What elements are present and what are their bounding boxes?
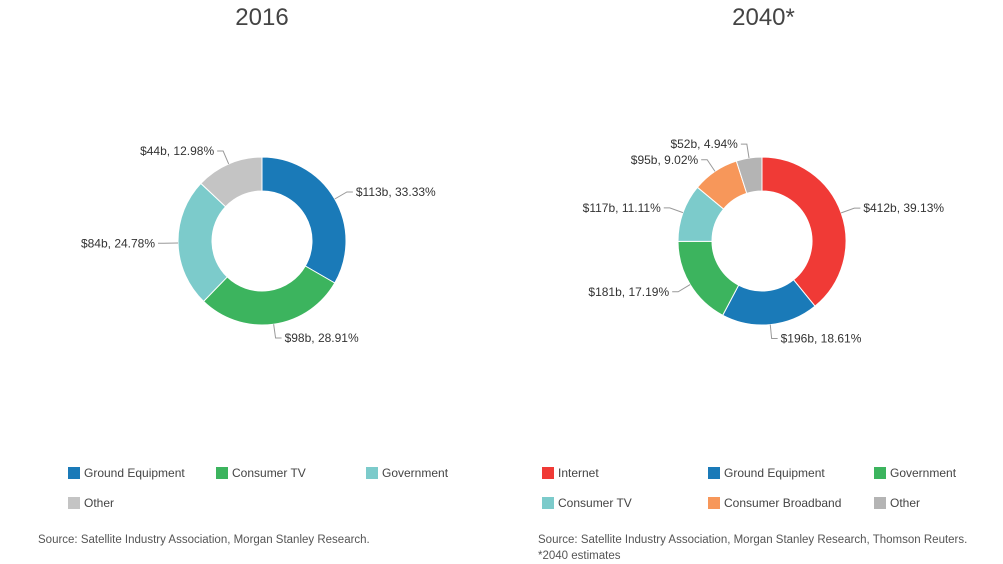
- legend-swatch: [366, 467, 378, 479]
- data-label: $181b, 17.19%: [588, 285, 669, 299]
- legend-item-other[interactable]: Other: [874, 495, 920, 511]
- leader-line: [274, 324, 282, 338]
- legend-label: Other: [84, 496, 114, 510]
- legend-swatch: [542, 497, 554, 509]
- donut-chart-2016: $113b, 33.33% $98b, 28.91% $84b, 24.78% $44…: [0, 0, 500, 460]
- legend-item-ground-equipment[interactable]: Ground Equipment: [68, 465, 185, 481]
- legend-swatch: [874, 467, 886, 479]
- data-label: $44b, 12.98%: [140, 144, 214, 158]
- source-note: Source: Satellite Industry Association, …: [38, 532, 478, 548]
- legend-swatch: [708, 497, 720, 509]
- data-label: $84b, 24.78%: [81, 236, 155, 250]
- data-label: $196b, 18.61%: [781, 332, 862, 346]
- legend-item-internet[interactable]: Internet: [542, 465, 599, 481]
- legend-item-consumer-tv[interactable]: Consumer TV: [542, 495, 632, 511]
- legend-item-ground-equipment[interactable]: Ground Equipment: [708, 465, 825, 481]
- legend-label: Consumer Broadband: [724, 496, 841, 510]
- legend-swatch: [216, 467, 228, 479]
- leader-line: [672, 285, 690, 292]
- legend-swatch: [542, 467, 554, 479]
- legend-item-consumer-tv[interactable]: Consumer TV: [216, 465, 306, 481]
- data-label: $117b, 11.11%: [583, 201, 661, 215]
- legend-label: Government: [890, 466, 956, 480]
- legend-item-consumer-broadband[interactable]: Consumer Broadband: [708, 495, 841, 511]
- legend-label: Consumer TV: [232, 466, 306, 480]
- legend-swatch: [874, 497, 886, 509]
- data-label: $98b, 28.91%: [285, 331, 359, 345]
- legend-swatch: [68, 497, 80, 509]
- leader-line: [217, 151, 229, 164]
- data-label: $412b, 39.13%: [863, 201, 944, 215]
- legend-item-other[interactable]: Other: [68, 495, 114, 511]
- legend-item-government[interactable]: Government: [874, 465, 956, 481]
- legend-2016: Ground Equipment Consumer TV Government Oth…: [0, 464, 500, 524]
- leader-line: [741, 144, 749, 158]
- chart-2016-panel: 2016 $113b, 33.33%$98b, 28.91%$84b, 24.7…: [0, 0, 500, 562]
- leader-line: [841, 208, 860, 213]
- chart-2040-panel: 2040* $412b, 39.13%$196b, 18.61%$181b, 1…: [500, 0, 1003, 562]
- legend-swatch: [68, 467, 80, 479]
- leader-line: [770, 325, 777, 339]
- data-label: $95b, 9.02%: [631, 153, 699, 167]
- data-label: $113b, 33.33%: [356, 185, 436, 199]
- legend-swatch: [708, 467, 720, 479]
- leader-line: [664, 208, 683, 213]
- leader-line: [335, 192, 353, 199]
- legend-label: Consumer TV: [558, 496, 632, 510]
- legend-2040: Internet Ground Equipment Government Consum…: [500, 464, 1000, 524]
- data-label: $52b, 4.94%: [670, 137, 738, 151]
- legend-label: Ground Equipment: [84, 466, 185, 480]
- source-note: Source: Satellite Industry Association, …: [538, 532, 978, 564]
- slice-ground-equipment[interactable]: [262, 157, 346, 283]
- legend-label: Other: [890, 496, 920, 510]
- legend-label: Internet: [558, 466, 599, 480]
- leader-line: [701, 160, 715, 172]
- legend-item-government[interactable]: Government: [366, 465, 448, 481]
- legend-label: Government: [382, 466, 448, 480]
- slice-internet[interactable]: [762, 157, 846, 306]
- legend-label: Ground Equipment: [724, 466, 825, 480]
- donut-chart-2040: $412b, 39.13% $196b, 18.61% $181b, 17.19% $…: [500, 0, 1003, 460]
